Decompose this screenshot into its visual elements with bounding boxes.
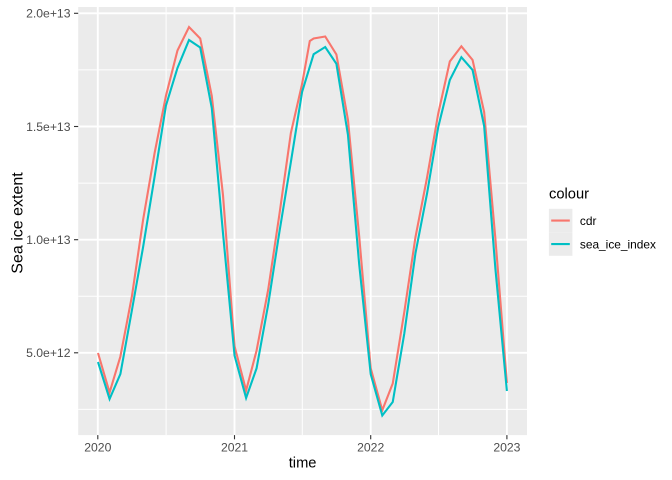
svg-text:1.5e+13: 1.5e+13 bbox=[26, 120, 71, 134]
svg-text:sea_ice_index: sea_ice_index bbox=[580, 237, 656, 251]
svg-text:2.0e+13: 2.0e+13 bbox=[26, 7, 71, 21]
svg-text:Sea ice extent: Sea ice extent bbox=[9, 172, 26, 274]
svg-text:time: time bbox=[289, 456, 317, 472]
svg-text:colour: colour bbox=[549, 187, 589, 203]
svg-text:5.0e+12: 5.0e+12 bbox=[26, 346, 71, 360]
svg-text:1.0e+13: 1.0e+13 bbox=[26, 233, 71, 247]
svg-text:2021: 2021 bbox=[221, 441, 248, 455]
svg-text:2023: 2023 bbox=[493, 441, 520, 455]
svg-text:cdr: cdr bbox=[580, 214, 597, 228]
svg-text:2020: 2020 bbox=[84, 441, 111, 455]
svg-text:2022: 2022 bbox=[357, 441, 384, 455]
